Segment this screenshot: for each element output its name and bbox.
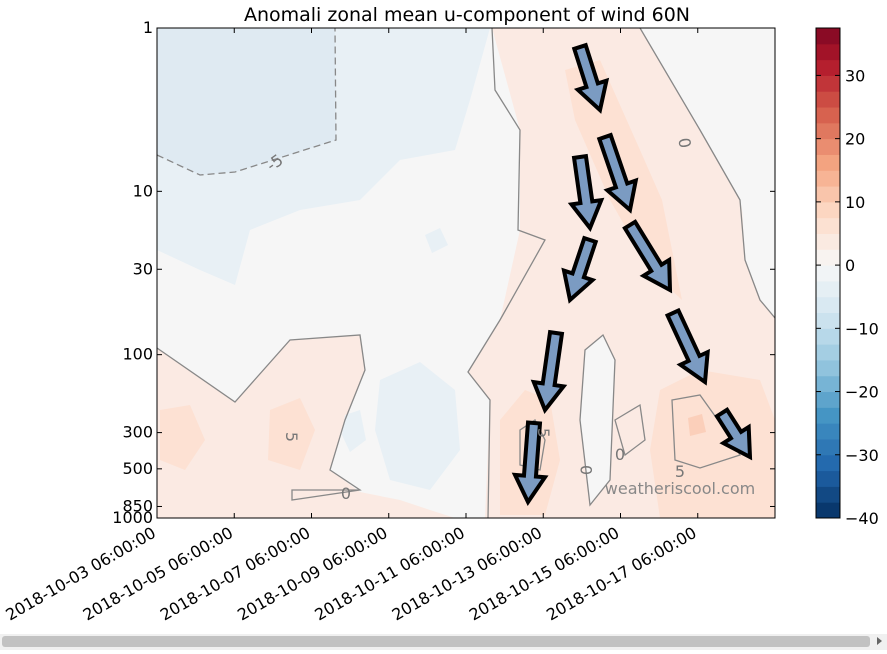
colorbar-band bbox=[816, 122, 840, 140]
colorbar-band bbox=[816, 201, 840, 219]
colorbar-band bbox=[816, 59, 840, 76]
y-tick-label: 500 bbox=[122, 459, 153, 478]
colorbar-frame bbox=[815, 27, 841, 519]
colorbar-band bbox=[816, 170, 840, 187]
colorbar-band bbox=[816, 43, 840, 61]
colorbar-tick-label: −40 bbox=[845, 509, 879, 528]
colorbar-tick-label: 20 bbox=[845, 130, 865, 149]
colorbar-band bbox=[816, 280, 840, 298]
colorbar-tick-label: 30 bbox=[845, 66, 865, 85]
colorbar-tick-label: −10 bbox=[845, 319, 879, 338]
colorbar-band bbox=[816, 233, 840, 250]
chart-title: Anomali zonal mean u-component of wind 6… bbox=[244, 4, 690, 26]
arrow bbox=[664, 307, 710, 386]
colorbar-band bbox=[816, 312, 840, 329]
colorbar-band bbox=[816, 359, 840, 377]
arrow bbox=[571, 42, 610, 114]
contour-label: 5 bbox=[282, 432, 301, 442]
colorbar-band bbox=[816, 328, 840, 345]
contour-label: 0 bbox=[615, 445, 625, 464]
arrow bbox=[561, 235, 599, 304]
y-tick-label: 100 bbox=[122, 345, 153, 364]
colorbar-band bbox=[816, 296, 840, 314]
colorbar-tick-label: 0 bbox=[845, 256, 855, 275]
colorbar-band bbox=[816, 344, 840, 361]
y-tick-label: 1000 bbox=[112, 508, 153, 527]
colorbar-band bbox=[816, 391, 840, 408]
arrow bbox=[567, 153, 605, 232]
contour-field bbox=[157, 28, 775, 518]
colorbar-band bbox=[816, 438, 840, 456]
colorbar-band bbox=[816, 75, 840, 92]
y-tick-label: 1 bbox=[143, 18, 153, 37]
y-tick-label: 30 bbox=[133, 259, 153, 278]
colorbar-tick-label: 10 bbox=[845, 193, 865, 212]
scrollbar-thumb[interactable] bbox=[2, 636, 870, 647]
scrollbar[interactable] bbox=[0, 634, 887, 650]
colorbar-band bbox=[816, 502, 840, 519]
colorbar-band bbox=[816, 249, 840, 266]
colorbar-band bbox=[816, 486, 840, 503]
colorbar-band bbox=[816, 138, 840, 155]
colorbar-band bbox=[816, 154, 840, 171]
colorbar-band bbox=[816, 107, 840, 124]
colorbar-band bbox=[816, 217, 840, 234]
y-tick-label: 850 bbox=[122, 496, 153, 515]
colorbar-band bbox=[816, 265, 840, 282]
colorbar-band bbox=[816, 375, 840, 393]
y-tick-label: 10 bbox=[133, 181, 153, 200]
colorbar-band bbox=[816, 454, 840, 472]
y-tick-label: 300 bbox=[122, 423, 153, 442]
colorbar-band bbox=[816, 423, 840, 440]
arrows bbox=[511, 42, 753, 506]
contour-label: 5 bbox=[675, 462, 685, 481]
scroll-right[interactable] bbox=[877, 637, 882, 645]
arrow bbox=[596, 132, 639, 214]
contour-label: 5 bbox=[534, 428, 553, 438]
arrow bbox=[714, 407, 753, 461]
contour-label: 0 bbox=[341, 484, 351, 503]
colorbar-band bbox=[816, 470, 840, 487]
colorbar-tick-label: −30 bbox=[845, 446, 879, 465]
colorbar-band bbox=[816, 186, 840, 203]
arrow bbox=[530, 329, 568, 414]
colorbar-band bbox=[816, 407, 840, 424]
contour-label: 0 bbox=[674, 136, 694, 149]
colorbar-band bbox=[816, 28, 840, 45]
colorbar-tick-label: −20 bbox=[845, 383, 879, 402]
colorbar-band bbox=[816, 91, 840, 108]
arrow bbox=[622, 219, 673, 294]
arrow bbox=[511, 420, 549, 506]
contour-label: 0 bbox=[577, 465, 596, 475]
watermark: weatheriscool.com bbox=[605, 479, 755, 498]
